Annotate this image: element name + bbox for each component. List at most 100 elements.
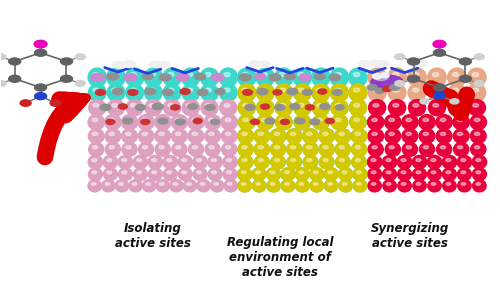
Ellipse shape: [431, 182, 436, 185]
Ellipse shape: [458, 132, 463, 135]
Ellipse shape: [432, 103, 438, 107]
Ellipse shape: [290, 159, 296, 161]
Ellipse shape: [299, 182, 304, 185]
Ellipse shape: [242, 72, 248, 77]
Ellipse shape: [164, 100, 180, 116]
Ellipse shape: [122, 142, 137, 156]
Ellipse shape: [335, 129, 350, 143]
Ellipse shape: [368, 115, 384, 130]
Ellipse shape: [238, 100, 256, 116]
Ellipse shape: [258, 159, 264, 161]
Ellipse shape: [431, 159, 436, 161]
Ellipse shape: [242, 159, 247, 161]
Ellipse shape: [148, 155, 162, 169]
Text: Synergizing
active sites: Synergizing active sites: [370, 222, 448, 250]
Ellipse shape: [224, 180, 237, 192]
Ellipse shape: [152, 103, 163, 110]
Ellipse shape: [270, 142, 285, 156]
Ellipse shape: [303, 155, 318, 169]
Ellipse shape: [261, 118, 267, 121]
Ellipse shape: [88, 115, 104, 130]
Ellipse shape: [126, 100, 144, 116]
Ellipse shape: [442, 155, 456, 169]
Ellipse shape: [320, 155, 334, 169]
Ellipse shape: [168, 88, 174, 92]
Ellipse shape: [458, 146, 462, 149]
Ellipse shape: [354, 88, 360, 92]
Ellipse shape: [356, 159, 360, 161]
Ellipse shape: [298, 118, 304, 121]
Ellipse shape: [223, 155, 238, 169]
Ellipse shape: [92, 146, 98, 149]
Ellipse shape: [284, 171, 290, 174]
Ellipse shape: [388, 84, 406, 101]
Ellipse shape: [144, 84, 162, 101]
Ellipse shape: [252, 180, 266, 192]
Ellipse shape: [182, 84, 200, 101]
Ellipse shape: [299, 171, 304, 174]
Ellipse shape: [107, 84, 125, 101]
Ellipse shape: [354, 72, 360, 77]
Ellipse shape: [152, 159, 156, 161]
Ellipse shape: [88, 100, 106, 116]
Ellipse shape: [476, 171, 481, 174]
Ellipse shape: [8, 58, 20, 65]
Ellipse shape: [256, 84, 274, 101]
Ellipse shape: [298, 118, 304, 121]
Ellipse shape: [276, 115, 292, 130]
Text: Regulating local
environment of
active sites: Regulating local environment of active s…: [226, 237, 333, 279]
Ellipse shape: [128, 89, 138, 95]
Ellipse shape: [112, 62, 124, 68]
Ellipse shape: [312, 115, 329, 130]
Ellipse shape: [354, 103, 360, 107]
Ellipse shape: [307, 159, 312, 161]
Ellipse shape: [76, 54, 86, 60]
Ellipse shape: [112, 103, 117, 107]
Ellipse shape: [436, 142, 452, 156]
Ellipse shape: [401, 159, 406, 161]
Ellipse shape: [335, 88, 341, 92]
Ellipse shape: [452, 103, 458, 107]
Ellipse shape: [124, 74, 137, 81]
Ellipse shape: [192, 146, 198, 149]
Ellipse shape: [142, 146, 148, 149]
Ellipse shape: [204, 115, 221, 130]
Ellipse shape: [328, 182, 332, 185]
Ellipse shape: [416, 171, 421, 174]
Ellipse shape: [238, 155, 253, 169]
Ellipse shape: [368, 60, 379, 66]
Ellipse shape: [273, 90, 282, 95]
Ellipse shape: [256, 182, 260, 185]
Ellipse shape: [320, 155, 334, 169]
Ellipse shape: [350, 115, 366, 130]
Ellipse shape: [324, 168, 338, 180]
Ellipse shape: [372, 146, 377, 149]
Ellipse shape: [389, 146, 394, 149]
Ellipse shape: [353, 168, 367, 180]
Ellipse shape: [298, 103, 304, 107]
Ellipse shape: [258, 159, 264, 161]
Ellipse shape: [238, 84, 256, 101]
Ellipse shape: [257, 115, 274, 130]
Ellipse shape: [224, 72, 230, 77]
Ellipse shape: [136, 105, 145, 110]
Ellipse shape: [316, 103, 322, 107]
Ellipse shape: [356, 159, 360, 161]
Ellipse shape: [339, 159, 344, 161]
Ellipse shape: [91, 73, 105, 81]
Ellipse shape: [270, 171, 275, 174]
Ellipse shape: [150, 61, 160, 67]
Ellipse shape: [238, 142, 253, 156]
Ellipse shape: [242, 118, 248, 121]
Ellipse shape: [460, 75, 471, 82]
Ellipse shape: [353, 180, 366, 192]
Ellipse shape: [200, 182, 205, 185]
Ellipse shape: [126, 146, 131, 149]
Ellipse shape: [385, 129, 400, 143]
Ellipse shape: [93, 88, 99, 92]
Ellipse shape: [118, 182, 124, 185]
Ellipse shape: [316, 88, 322, 92]
Ellipse shape: [319, 142, 334, 156]
Ellipse shape: [319, 142, 334, 156]
Ellipse shape: [382, 168, 396, 180]
